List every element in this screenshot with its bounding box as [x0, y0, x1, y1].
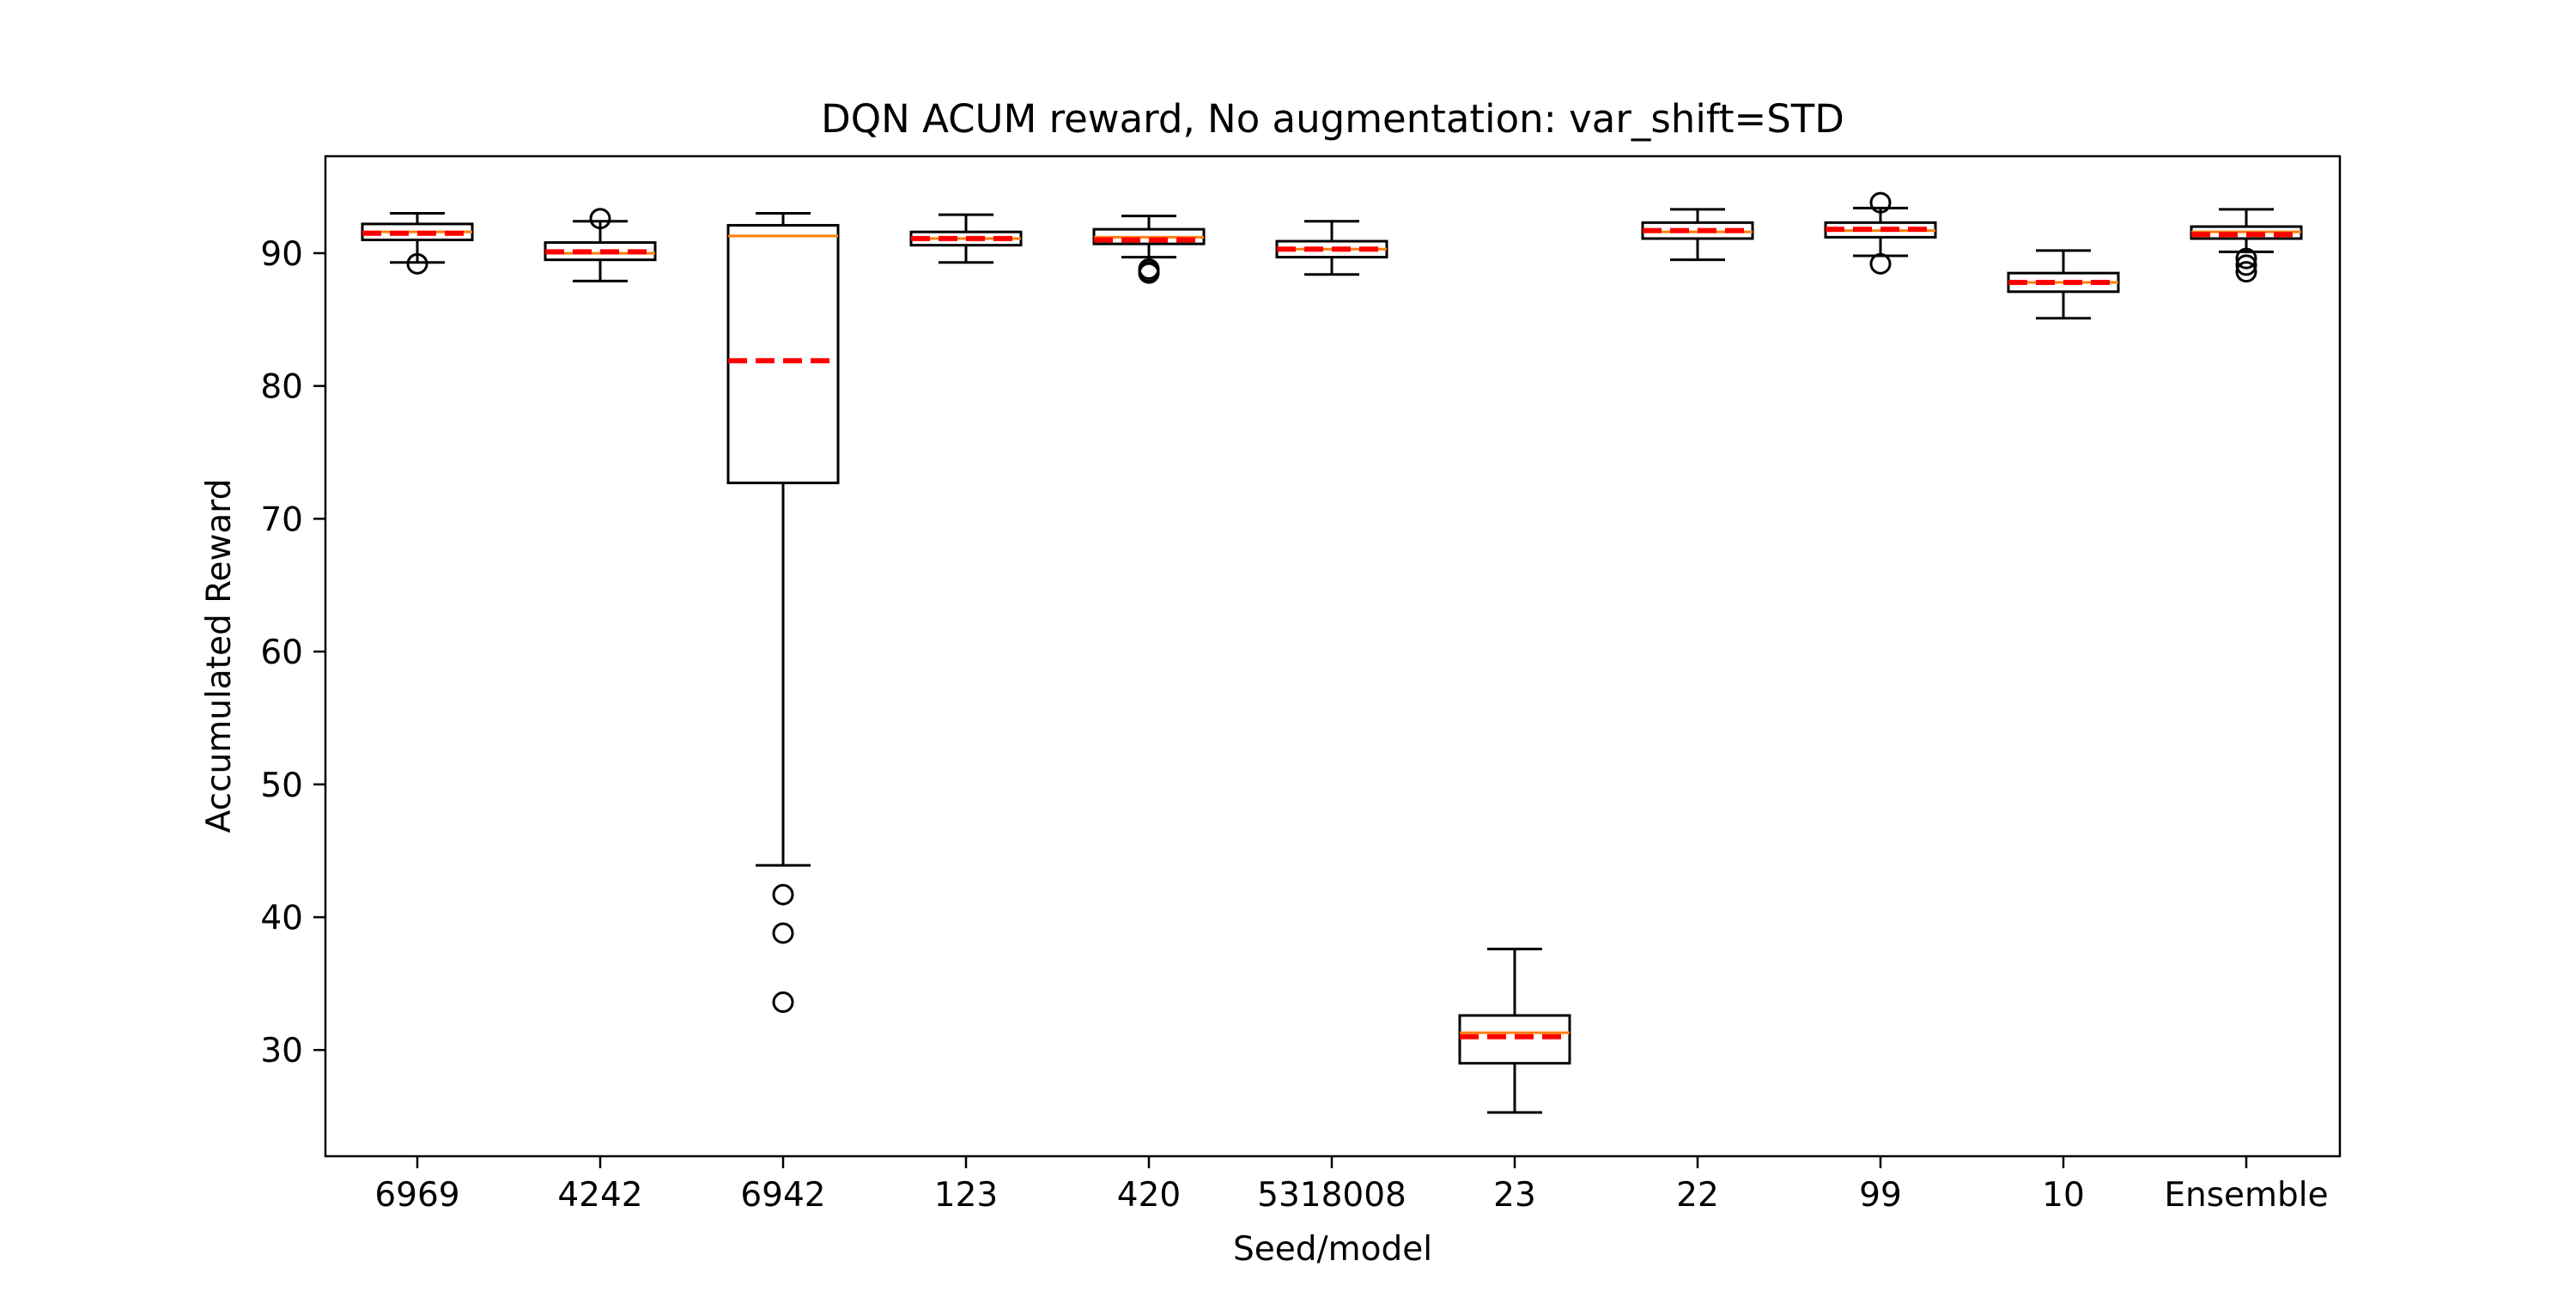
x-tick-label: 99: [1859, 1176, 1902, 1215]
outlier-point: [406, 252, 428, 275]
outlier-point: [2235, 247, 2257, 270]
x-tick-label: 6942: [740, 1176, 825, 1215]
y-tick-label: 30: [260, 1032, 303, 1070]
box-group-5318008: [1275, 220, 1388, 276]
box-group-23: [1458, 948, 1571, 1114]
plot-frame: [324, 155, 2342, 1158]
box-group-Ensemble: [2190, 208, 2303, 283]
x-tick-label: 123: [934, 1176, 998, 1215]
boxes-layer: [361, 191, 2303, 1114]
x-tick-label: 6969: [374, 1176, 459, 1215]
box-group-6969: [361, 212, 474, 275]
y-tick-label: 40: [260, 900, 303, 938]
box-group-99: [1824, 191, 1937, 275]
box-group-420: [1092, 215, 1206, 284]
box-group-6942: [726, 212, 840, 1014]
box-group-22: [1641, 208, 1754, 262]
outlier-point: [1869, 191, 1892, 214]
outlier-point: [1869, 252, 1892, 275]
box-group-123: [909, 213, 1023, 264]
outlier-point: [589, 208, 611, 230]
box-group-10: [2007, 249, 2120, 320]
outlier-point: [1138, 261, 1160, 283]
outlier-point: [2235, 261, 2257, 283]
outlier-point: [772, 883, 794, 906]
box-iqr: [726, 223, 840, 485]
x-tick-label: 4242: [557, 1176, 642, 1215]
y-tick-label: 80: [260, 368, 303, 407]
x-tick-label: 22: [1676, 1176, 1719, 1215]
x-tick-label: 10: [2042, 1176, 2085, 1215]
x-tick-label: 23: [1493, 1176, 1536, 1215]
x-axis-label: Seed/model: [1233, 1230, 1432, 1269]
x-tick-label: 5318008: [1257, 1176, 1406, 1215]
y-axis-label: Accumulated Reward: [200, 479, 239, 833]
chart-title: DQN ACUM reward, No augmentation: var_sh…: [821, 96, 1844, 142]
y-tick-label: 60: [260, 633, 303, 672]
y-tick-label: 50: [260, 767, 303, 805]
outlier-point: [772, 922, 794, 944]
x-tick-label: 420: [1117, 1176, 1181, 1215]
box-iqr: [1458, 1014, 1571, 1065]
x-tick-label: Ensemble: [2164, 1176, 2328, 1215]
y-tick-label: 70: [260, 500, 303, 539]
outlier-point: [772, 991, 794, 1014]
y-tick-label: 90: [260, 235, 303, 274]
outlier-point: [2235, 254, 2257, 276]
box-group-4242: [544, 208, 657, 282]
axes-layer: 30 40 50 60 70 80 90 6969 4242 6942 123 420 5318008 2…: [260, 235, 2328, 1215]
